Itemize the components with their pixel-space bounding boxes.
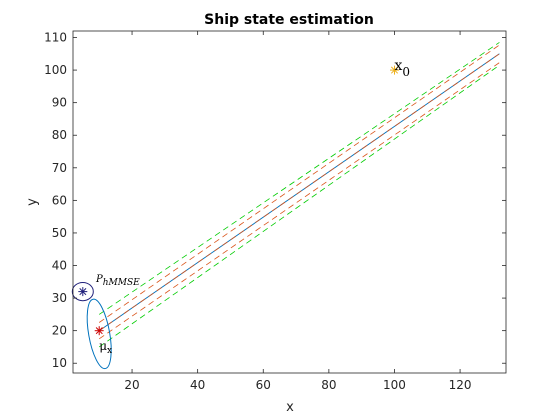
covariance-ellipse-1 bbox=[71, 282, 94, 302]
x-tick-label: 100 bbox=[383, 378, 406, 392]
annotation-1: x0 bbox=[395, 58, 411, 79]
plot-frame bbox=[72, 30, 507, 374]
data-layer: x0 PhMMSE μx bbox=[71, 42, 500, 370]
series-line-2 bbox=[98, 53, 500, 332]
star-marker-2 bbox=[78, 287, 88, 297]
series-line-3 bbox=[98, 44, 500, 323]
x-tick-label: 20 bbox=[124, 378, 139, 392]
x-tick-label: 80 bbox=[321, 378, 336, 392]
y-tick-label: 110 bbox=[44, 31, 67, 45]
x-axis-label: x bbox=[286, 400, 294, 415]
y-tick-label: 40 bbox=[52, 259, 67, 273]
y-tick-label: 10 bbox=[52, 356, 67, 370]
series-line-5 bbox=[98, 42, 500, 315]
series-line-6 bbox=[98, 64, 500, 348]
annotation-2: PhMMSE bbox=[95, 274, 140, 288]
y-tick-label: 50 bbox=[52, 226, 67, 240]
x-tick-label: 60 bbox=[256, 378, 271, 392]
chart-title: Ship state estimation bbox=[204, 12, 374, 28]
tick-layer: 20 40 60 80 100 120 10 20 30 40 50 60 70 80 90 100 110 bbox=[44, 31, 506, 392]
star-marker-1 bbox=[390, 65, 399, 75]
x-tick-label: 40 bbox=[190, 378, 205, 392]
y-tick-label: 20 bbox=[52, 324, 67, 338]
series-line-4 bbox=[98, 62, 500, 340]
y-tick-label: 70 bbox=[52, 161, 67, 175]
y-tick-label: 80 bbox=[52, 128, 67, 142]
y-tick-label: 30 bbox=[52, 291, 67, 305]
x-tick-label: 120 bbox=[449, 378, 472, 392]
y-axis-label: y bbox=[25, 198, 40, 206]
annotation-3: μx bbox=[99, 339, 112, 356]
covariance-ellipse-2 bbox=[86, 298, 112, 370]
y-tick-label: 60 bbox=[52, 193, 67, 207]
y-tick-label: 100 bbox=[44, 63, 67, 77]
star-marker-3 bbox=[94, 326, 104, 336]
plot-area bbox=[73, 31, 506, 373]
y-tick-label: 90 bbox=[52, 96, 67, 110]
